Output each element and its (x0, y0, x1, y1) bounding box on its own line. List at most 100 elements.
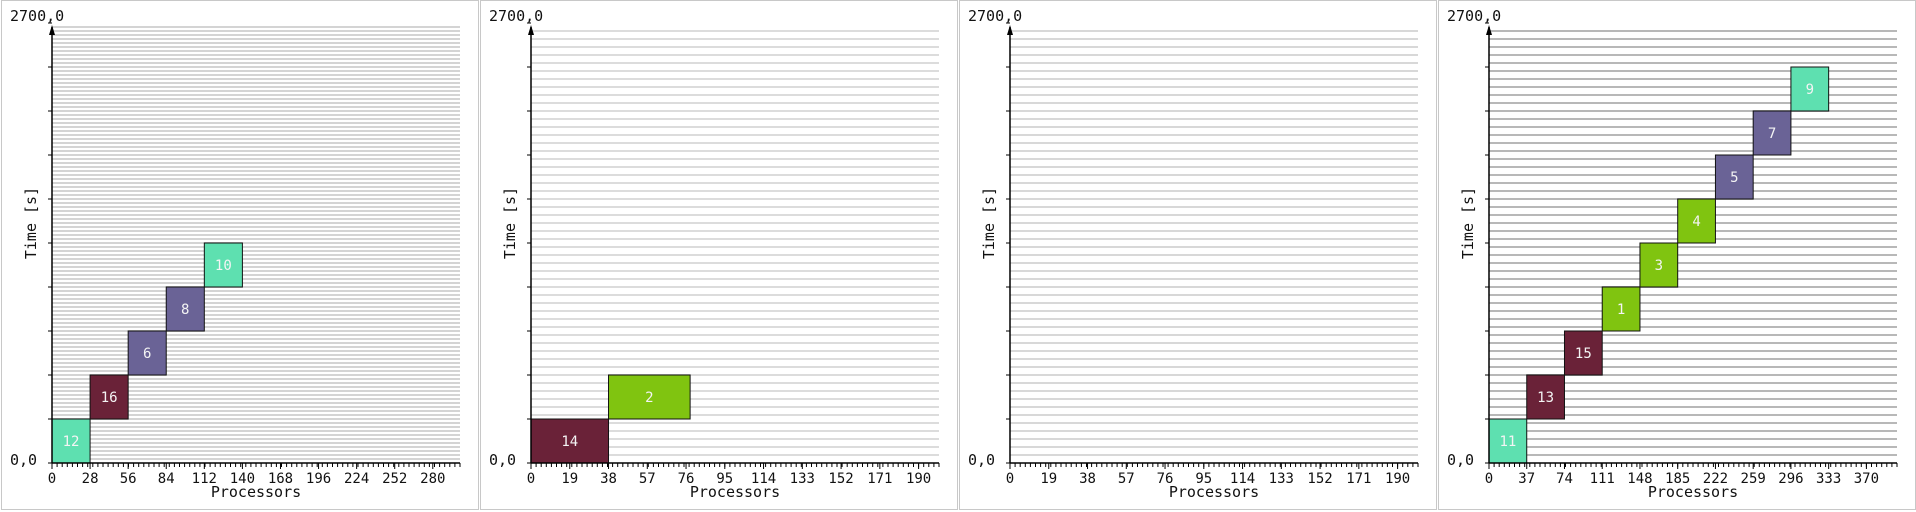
x-tick-label: 185 (1665, 471, 1690, 487)
x-tick-label: 224 (344, 471, 369, 487)
job-bar (1526, 374, 1565, 420)
y-axis-arrow (49, 25, 55, 35)
x-tick-label: 252 (382, 471, 407, 487)
job-label: 16 (101, 390, 118, 406)
job-label: 1 (1617, 302, 1625, 318)
chart-panel-1: 12 16 6 8 10 0 28 56 84 112 140 168 196 224 252 280 2700… (1, 0, 479, 510)
origin-label: 0,0 (968, 451, 995, 469)
x-tick-label: 190 (1385, 471, 1410, 487)
job-label: 8 (181, 302, 189, 318)
job-bar (1488, 418, 1528, 464)
job-label: 14 (561, 434, 578, 450)
x-tick-label: 0 (48, 471, 56, 487)
x-tick-label: 259 (1741, 471, 1766, 487)
x-tick-label: 168 (268, 471, 293, 487)
job-label: 11 (1499, 434, 1516, 450)
x-tick-label: 95 (1195, 471, 1212, 487)
job-bar (1714, 154, 1754, 200)
x-tick-label: 133 (1269, 471, 1294, 487)
x-tick-label: 19 (1040, 471, 1057, 487)
job-bar (608, 374, 691, 420)
x-tick-label: 0 (527, 471, 535, 487)
origin-label: 0,0 (1447, 451, 1474, 469)
x-tick-label: 148 (1627, 471, 1652, 487)
job-label: 15 (1575, 346, 1592, 362)
job-label: 13 (1537, 390, 1554, 406)
x-axis-title: Processors (1169, 483, 1259, 501)
y-max-label: 2700,0 (10, 7, 64, 25)
grid-lines (531, 30, 939, 456)
y-max-label: 2700,0 (489, 7, 543, 25)
job-bar (89, 374, 129, 420)
job-label: 4 (1692, 214, 1700, 230)
x-tick-label: 19 (561, 471, 578, 487)
x-tick-label: 84 (158, 471, 175, 487)
x-axis-title: Processors (1648, 483, 1738, 501)
x-axis-title: Processors (211, 483, 301, 501)
x-tick-label: 37 (1518, 471, 1535, 487)
y-max-label: 2700,0 (968, 7, 1022, 25)
chart-panel-4: 11 13 15 1 3 4 5 7 9 0 37 74 111 148 185 222 259 296 333 37… (1438, 0, 1916, 510)
job-bar (203, 242, 243, 288)
chart-svg-1: 12 16 6 8 10 0 28 56 84 112 140 168 196 224 252 280 2700… (10, 7, 461, 501)
x-tick-label: 56 (120, 471, 137, 487)
x-tick-label: 0 (1006, 471, 1014, 487)
origin-label: 0,0 (489, 451, 516, 469)
x-tick-label: 196 (306, 471, 331, 487)
y-axis-arrow (1486, 25, 1492, 35)
origin-label: 0,0 (10, 451, 37, 469)
x-tick-label: 133 (790, 471, 815, 487)
job-bar (1677, 198, 1716, 244)
x-tick-label: 152 (828, 471, 853, 487)
job-bar (1790, 66, 1830, 112)
x-axis-title: Processors (690, 483, 780, 501)
x-tick-label: 28 (82, 471, 99, 487)
chart-svg-3: 0 19 38 57 76 95 114 133 152 171 190 2700,0 0,0 Proce… (968, 7, 1419, 501)
job-bar (1639, 242, 1679, 288)
job-label: 5 (1730, 170, 1738, 186)
y-max-label: 2700,0 (1447, 7, 1501, 25)
y-axis-title: Time [s] (1459, 187, 1477, 259)
job-bar (1563, 330, 1603, 376)
job-label: 9 (1806, 82, 1814, 98)
job-bar (127, 330, 167, 376)
job-label: 10 (215, 258, 232, 274)
job-label: 6 (143, 346, 151, 362)
y-axis-title: Time [s] (980, 187, 998, 259)
job-bar (1752, 110, 1792, 156)
x-tick-label: 171 (867, 471, 892, 487)
x-tick-label: 296 (1778, 471, 1803, 487)
y-axis-arrow (528, 25, 534, 35)
job-label: 7 (1768, 126, 1776, 142)
job-bar (530, 418, 610, 464)
x-tick-label: 74 (1556, 471, 1573, 487)
x-tick-label: 280 (420, 471, 445, 487)
x-tick-label: 152 (1307, 471, 1332, 487)
x-tick-label: 333 (1816, 471, 1841, 487)
x-tick-label: 57 (1118, 471, 1135, 487)
job-bar (165, 286, 205, 332)
x-tick-label: 38 (600, 471, 617, 487)
x-tick-label: 0 (1485, 471, 1493, 487)
x-tick-label: 140 (230, 471, 255, 487)
chart-svg-2: 14 2 0 19 38 57 76 95 114 133 152 171 190 2700,0 0,0 Pr… (489, 7, 940, 501)
x-tick-label: 76 (678, 471, 695, 487)
chart-panel-3: 0 19 38 57 76 95 114 133 152 171 190 2700,0 0,0 Proce… (959, 0, 1437, 510)
y-axis-title: Time [s] (501, 187, 519, 259)
x-tick-label: 222 (1703, 471, 1728, 487)
job-bar (1601, 286, 1641, 332)
y-axis-arrow (1007, 25, 1013, 35)
x-tick-label: 114 (1230, 471, 1255, 487)
x-tick-label: 370 (1854, 471, 1879, 487)
x-tick-label: 38 (1079, 471, 1096, 487)
job-label: 12 (63, 434, 80, 450)
job-label: 3 (1655, 258, 1663, 274)
x-tick-label: 76 (1157, 471, 1174, 487)
x-tick-label: 114 (751, 471, 776, 487)
job-label: 2 (645, 390, 653, 406)
x-tick-label: 112 (192, 471, 217, 487)
x-tick-label: 111 (1590, 471, 1615, 487)
x-tick-label: 171 (1346, 471, 1371, 487)
x-tick-label: 57 (639, 471, 656, 487)
